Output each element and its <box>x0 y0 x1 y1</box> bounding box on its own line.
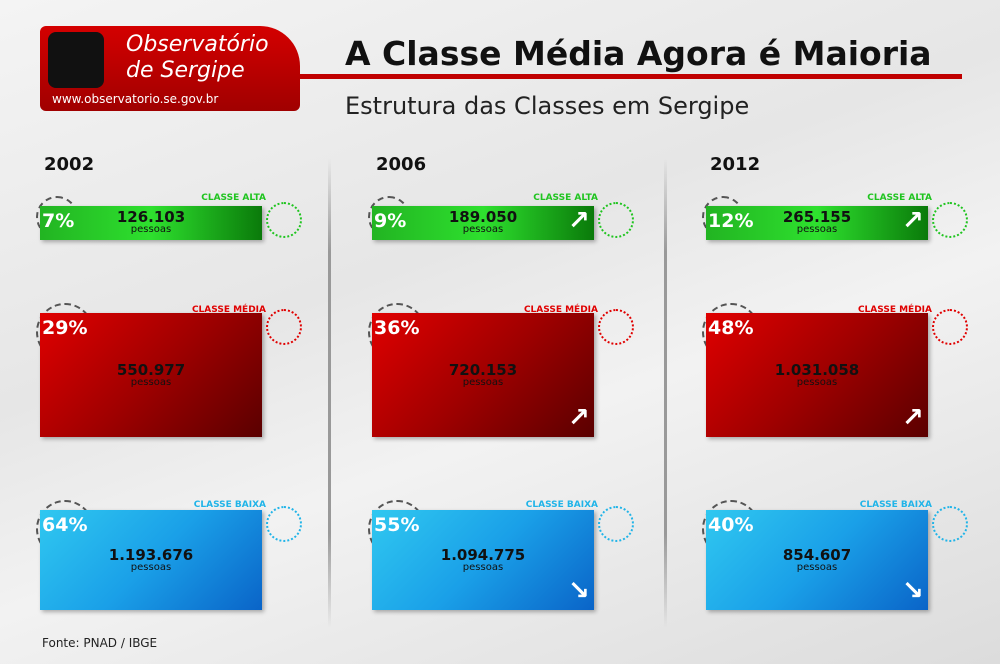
percent: 29% <box>42 317 88 339</box>
class-box <box>372 206 594 240</box>
class-label: CLASSE MÉDIA <box>857 305 932 315</box>
title: A Classe Média Agora é Maioria <box>345 34 932 73</box>
year: 2012 <box>710 154 761 175</box>
unit: pessoas <box>796 224 838 235</box>
count: 550.977 <box>116 361 186 379</box>
class-label: CLASSE ALTA <box>867 193 932 203</box>
class-box <box>372 313 594 437</box>
percent: 9% <box>374 210 407 232</box>
class-label: CLASSE BAIXA <box>859 500 932 510</box>
trend-arrow: ↗ <box>902 206 924 236</box>
count: 189.050 <box>448 208 518 226</box>
url: www.observatorio.se.gov.br <box>52 92 219 106</box>
count: 126.103 <box>116 208 186 226</box>
trend-arrow: ↗ <box>902 403 924 433</box>
unit: pessoas <box>130 224 172 235</box>
class-label: CLASSE BAIXA <box>525 500 598 510</box>
class-box <box>706 206 928 240</box>
pig-icon <box>598 202 634 238</box>
class-label: CLASSE MÉDIA <box>191 305 266 315</box>
trend-arrow: ↘ <box>568 576 590 606</box>
count: 265.155 <box>782 208 852 226</box>
unit: pessoas <box>462 224 504 235</box>
percent: 55% <box>374 514 420 536</box>
class-box <box>706 510 928 610</box>
class-box <box>40 510 262 610</box>
unit: pessoas <box>130 562 172 573</box>
count: 720.153 <box>448 361 518 379</box>
percent: 48% <box>708 317 754 339</box>
percent: 40% <box>708 514 754 536</box>
unit: pessoas <box>462 562 504 573</box>
class-label: CLASSE BAIXA <box>193 500 266 510</box>
count: 854.607 <box>782 546 852 564</box>
class-label: CLASSE ALTA <box>201 193 266 203</box>
class-label: CLASSE ALTA <box>533 193 598 203</box>
title-rule <box>300 74 962 79</box>
unit: pessoas <box>796 377 838 388</box>
class-box <box>372 510 594 610</box>
percent: 12% <box>708 210 754 232</box>
separator <box>328 158 331 628</box>
percent: 36% <box>374 317 420 339</box>
pig-icon <box>932 202 968 238</box>
pig-icon <box>932 506 968 542</box>
pig-icon <box>598 506 634 542</box>
pig-icon <box>598 309 634 345</box>
brand: de Sergipe <box>126 58 245 83</box>
year: 2002 <box>44 154 95 175</box>
unit: pessoas <box>130 377 172 388</box>
count: 1.193.676 <box>108 546 194 564</box>
year: 2006 <box>376 154 427 175</box>
class-box <box>706 313 928 437</box>
pig-icon <box>266 202 302 238</box>
pig-icon <box>932 309 968 345</box>
unit: pessoas <box>796 562 838 573</box>
unit: pessoas <box>462 377 504 388</box>
brand: Observatório <box>126 32 269 57</box>
percent: 7% <box>42 210 75 232</box>
class-box <box>40 206 262 240</box>
trend-arrow: ↘ <box>902 576 924 606</box>
pig-icon <box>266 506 302 542</box>
source: Fonte: PNAD / IBGE <box>42 636 158 650</box>
class-box <box>40 313 262 437</box>
subtitle: Estrutura das Classes em Sergipe <box>345 92 750 120</box>
trend-arrow: ↗ <box>568 206 590 236</box>
percent: 64% <box>42 514 88 536</box>
class-label: CLASSE MÉDIA <box>523 305 598 315</box>
separator <box>664 158 667 628</box>
pig-icon <box>266 309 302 345</box>
count: 1.031.058 <box>774 361 860 379</box>
logo-icon <box>48 32 104 88</box>
count: 1.094.775 <box>440 546 526 564</box>
trend-arrow: ↗ <box>568 403 590 433</box>
